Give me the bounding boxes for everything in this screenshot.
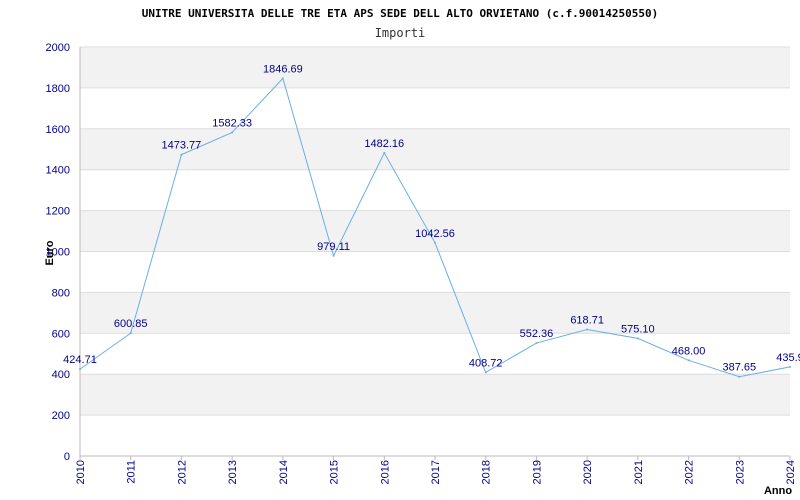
plot-bands — [80, 47, 790, 456]
x-tick-label: 2021 — [633, 460, 645, 484]
x-tick-label: 2024 — [785, 460, 797, 484]
data-point — [281, 77, 284, 80]
x-tick-label: 2018 — [481, 460, 493, 484]
data-points — [79, 77, 791, 378]
data-point — [79, 368, 81, 371]
x-tick-label: 2017 — [430, 460, 442, 484]
data-point — [332, 254, 335, 257]
data-point — [434, 241, 436, 244]
x-tick-label: 2011 — [126, 460, 138, 484]
data-label: 387.65 — [722, 362, 756, 374]
x-tick-label: 2023 — [734, 460, 746, 484]
grid-band — [80, 251, 790, 293]
data-label: 1473.77 — [162, 140, 202, 152]
axes — [79, 47, 791, 460]
data-label: 979.11 — [317, 241, 350, 253]
data-point — [687, 359, 690, 362]
y-tick-label: 1800 — [46, 83, 70, 95]
x-tick-label: 2019 — [531, 460, 543, 484]
x-tick-label: 2010 — [75, 460, 87, 484]
grid-band — [80, 374, 790, 416]
x-tick-labels: 2010 2011 2012 2013 2014 2015 2016 2017 2018 2019… — [75, 460, 797, 484]
grid-band — [80, 47, 790, 88]
y-tick-labels: 0 200 400 600 800 1000 1200 1400 1600 1800 2000 — [46, 42, 70, 463]
data-label: 1042.56 — [415, 228, 455, 240]
y-tick-label: 1000 — [46, 247, 70, 259]
data-point — [383, 151, 386, 154]
grid-band — [80, 87, 790, 129]
x-tick-label: 2015 — [329, 460, 341, 484]
grid-band — [80, 292, 790, 334]
chart-title: UNITRE UNIVERSITA DELLE TRE ETA APS SEDE… — [142, 7, 659, 20]
data-point — [789, 365, 791, 368]
grid-band — [80, 128, 790, 170]
data-point — [535, 342, 538, 345]
data-label: 618.71 — [570, 314, 604, 326]
data-point — [180, 153, 183, 156]
y-tick-label: 2000 — [46, 42, 70, 54]
data-label: 552.36 — [520, 328, 554, 340]
y-tick-label: 400 — [52, 369, 70, 381]
data-point — [636, 337, 639, 340]
data-label: 408.72 — [469, 357, 503, 369]
y-tick-label: 1400 — [46, 165, 70, 177]
x-tick-label: 2014 — [278, 460, 290, 484]
y-tick-label: 800 — [52, 287, 70, 299]
data-label: 1846.69 — [263, 63, 303, 75]
y-tick-label: 600 — [52, 328, 70, 340]
y-tick-label: 0 — [64, 451, 70, 463]
data-label: 1582.33 — [212, 117, 252, 129]
data-label: 435.9 — [776, 352, 800, 364]
y-tick-label: 1600 — [46, 124, 70, 136]
grid-band — [80, 169, 790, 211]
y-tick-label: 200 — [52, 410, 70, 422]
x-tick-label: 2022 — [684, 460, 696, 484]
data-point — [586, 328, 589, 331]
data-labels: 424.71 600.85 1473.77 1582.33 1846.69 979.11 1… — [63, 63, 800, 373]
data-label: 468.00 — [672, 345, 706, 357]
x-tick-label: 2012 — [176, 460, 188, 484]
grid-band — [80, 333, 790, 375]
data-label: 575.10 — [621, 323, 655, 335]
x-tick-label: 2020 — [582, 460, 594, 484]
data-label: 1482.16 — [364, 138, 404, 150]
y-axis-label: Euro — [44, 240, 56, 265]
data-point — [738, 375, 741, 378]
data-point — [129, 332, 132, 335]
chart-subtitle: Importi — [375, 26, 426, 40]
data-label: 424.71 — [63, 354, 97, 366]
data-point — [231, 131, 234, 134]
x-tick-label: 2016 — [379, 460, 391, 484]
data-point — [484, 371, 487, 374]
x-axis-label: Anno — [764, 485, 792, 497]
data-label: 600.85 — [114, 318, 148, 330]
x-tick-label: 2013 — [227, 460, 239, 484]
grid-band — [80, 415, 790, 456]
grid-band — [80, 210, 790, 252]
y-tick-label: 1200 — [46, 206, 70, 218]
